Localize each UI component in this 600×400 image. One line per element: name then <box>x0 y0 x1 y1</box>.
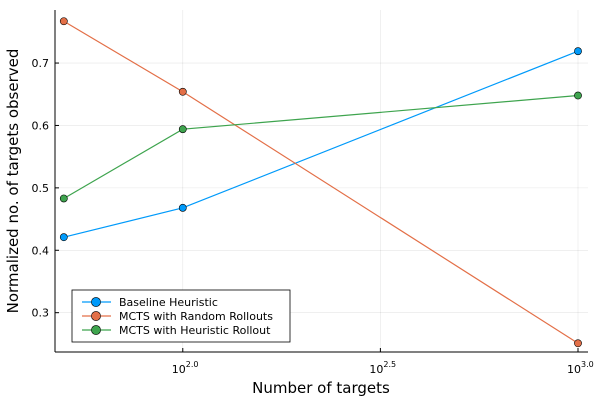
legend-swatch-marker <box>91 325 101 335</box>
data-point <box>574 339 582 348</box>
x-tick-exponent: 2.5 <box>383 360 396 369</box>
legend-label: MCTS with Random Rollouts <box>119 310 273 323</box>
data-point <box>574 47 582 56</box>
data-point <box>178 203 187 212</box>
data-point <box>59 17 68 26</box>
x-tick-exponent: 3.0 <box>581 360 594 369</box>
series-line <box>63 50 579 238</box>
x-tick-base: 10 <box>369 363 383 376</box>
legend-label: Baseline Heuristic <box>119 296 218 309</box>
data-point <box>59 233 68 242</box>
data-point <box>574 91 582 100</box>
y-tick-label: 0.5 <box>32 182 50 195</box>
x-tick-base: 10 <box>172 363 186 376</box>
x-tick-label: 10 3.0 <box>567 360 594 376</box>
x-tick-base: 10 <box>567 363 581 376</box>
data-point <box>59 194 68 203</box>
y-tick-label: 0.4 <box>32 244 50 257</box>
series <box>59 17 582 348</box>
x-tick-label: 10 2.0 <box>172 360 199 376</box>
legend-label: MCTS with Heuristic Rollout <box>119 324 271 337</box>
data-point <box>178 87 187 96</box>
legend-swatch-marker <box>91 311 101 321</box>
x-tick-exponent: 2.0 <box>186 360 199 369</box>
data-point <box>178 125 187 134</box>
tick-labels: 0.30.40.50.60.710 2.0 10 2.5 10 3.0 <box>32 57 594 376</box>
y-tick-label: 0.3 <box>32 307 50 320</box>
y-axis-title: Normalized no. of targets observed <box>4 49 22 314</box>
y-tick-label: 0.7 <box>32 57 50 70</box>
series-line <box>63 94 579 199</box>
x-tick-label: 10 2.5 <box>369 360 396 376</box>
legend-swatch-marker <box>91 297 101 307</box>
axes <box>54 10 588 353</box>
x-axis-title: Number of targets <box>252 379 390 397</box>
y-tick-label: 0.6 <box>32 119 50 132</box>
gridlines <box>55 10 588 352</box>
